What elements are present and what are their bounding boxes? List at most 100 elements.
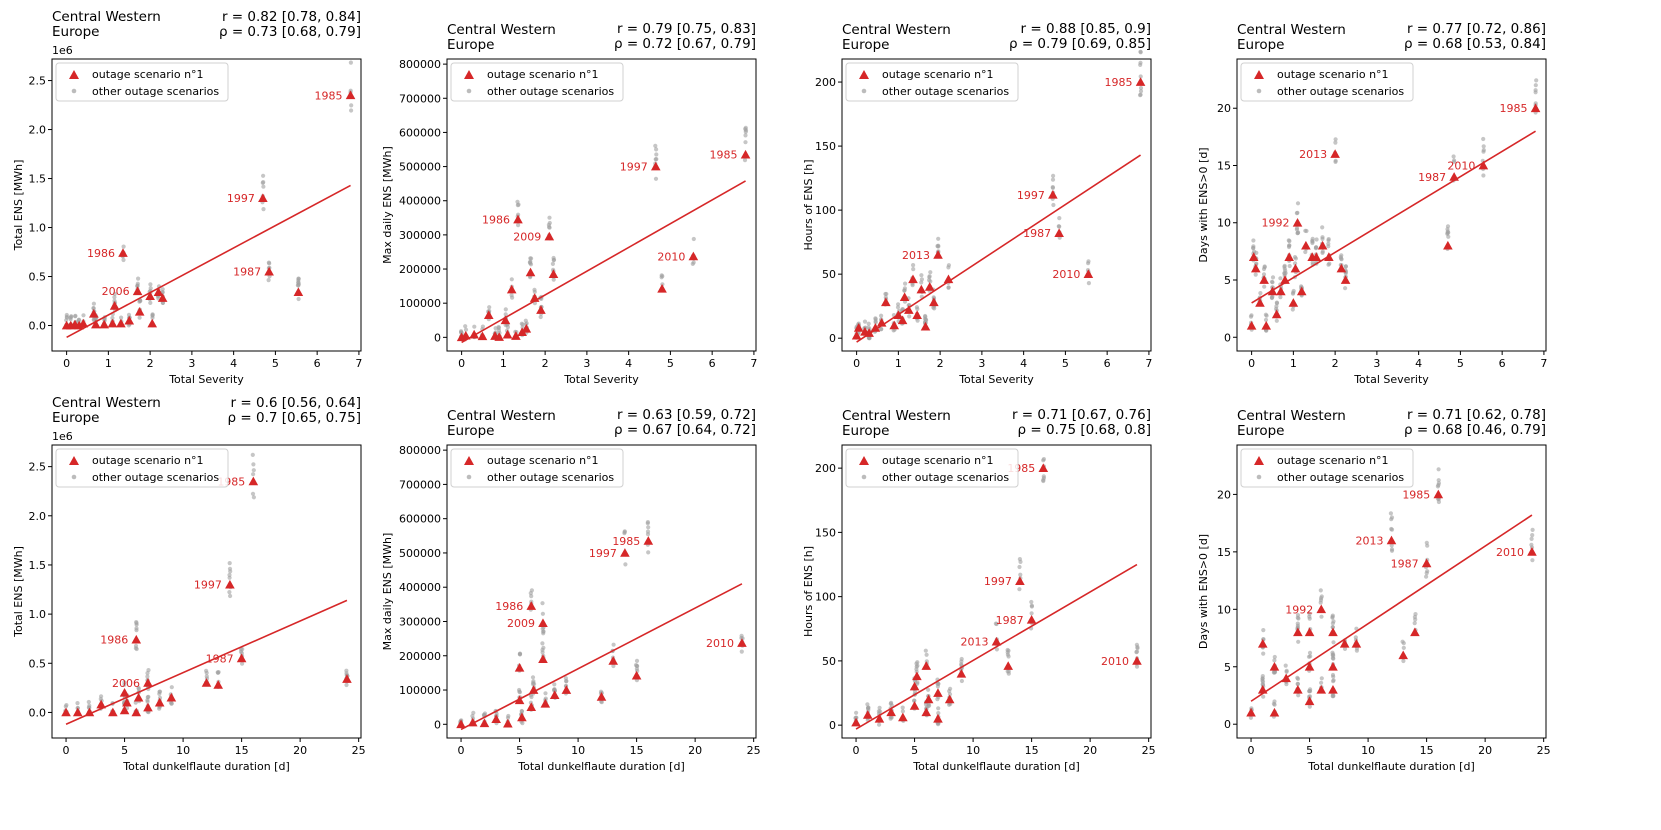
other-scenario-point <box>646 550 651 555</box>
x-tick-label: 5 <box>911 744 918 757</box>
other-scenario-point <box>126 312 132 317</box>
y-tick-label: 15 <box>1217 159 1231 172</box>
other-scenario-point <box>133 700 138 705</box>
year-label: 1987 <box>233 266 261 279</box>
other-scenario-point <box>599 700 604 705</box>
legend-label-others: other outage scenarios <box>92 85 219 98</box>
other-scenario-point <box>157 706 162 711</box>
other-scenario-point <box>349 108 354 113</box>
other-scenario-point <box>1343 264 1348 269</box>
y-offset-text: 1e6 <box>52 430 73 443</box>
regression-line <box>460 583 743 731</box>
other-scenario-point <box>1452 158 1457 163</box>
other-scenario-point <box>529 588 535 593</box>
scenario-point <box>853 323 864 332</box>
x-tick-label: 2 <box>1332 357 1339 370</box>
x-axis-label: Total dunkelflaute duration [d] <box>1307 760 1474 773</box>
y-tick-label: 600000 <box>399 513 441 526</box>
other-scenario-point <box>1005 652 1011 657</box>
other-scenario-point <box>919 273 924 278</box>
y-offset-text: 1e6 <box>52 44 73 57</box>
scenario-point <box>548 269 559 278</box>
regression-line <box>1250 514 1533 702</box>
other-scenario-point <box>519 709 525 714</box>
x-tick-label: 0 <box>853 744 860 757</box>
scenario-point <box>643 536 654 545</box>
x-tick-label: 4 <box>1415 357 1422 370</box>
x-axis-label: Total Severity <box>958 373 1034 386</box>
scenario-point <box>477 331 488 341</box>
scenario-point <box>1257 684 1268 694</box>
other-scenario-point <box>873 316 878 321</box>
y-axis-label: Hours of ENS [h] <box>802 159 815 250</box>
other-scenario-point <box>1051 202 1056 208</box>
other-scenario-point <box>1274 300 1279 305</box>
pearson-stat: r = 0.82 [0.78, 0.84] <box>222 9 361 25</box>
other-scenario-point <box>742 158 748 163</box>
scenario-point <box>118 248 128 257</box>
scenario-point <box>1257 638 1268 648</box>
scenario-point <box>122 697 132 707</box>
scenario-point <box>61 707 71 717</box>
other-scenario-point <box>1318 588 1323 593</box>
other-scenario-point <box>1303 249 1308 255</box>
other-scenario-point <box>1278 276 1283 281</box>
scenario-point <box>740 149 751 159</box>
other-scenario-point <box>660 274 665 279</box>
other-scenario-point <box>1018 559 1023 565</box>
other-scenario-point <box>634 666 640 672</box>
other-scenario-point <box>1481 144 1486 149</box>
scenario-point <box>1284 252 1294 261</box>
year-label: 1987 <box>996 614 1024 627</box>
other-scenario-point <box>1354 648 1359 653</box>
other-scenario-point <box>877 722 882 727</box>
scenario-point <box>1317 240 1328 250</box>
other-scenario-point <box>1261 651 1266 656</box>
scenario-point <box>132 286 143 296</box>
other-scenario-point <box>866 707 871 712</box>
other-scenario-point <box>1138 74 1143 79</box>
other-scenario-point <box>1258 291 1263 296</box>
other-scenario-point <box>68 315 73 320</box>
y-tick-label: 2.5 <box>29 75 47 88</box>
x-tick-label: 2 <box>147 357 154 370</box>
spearman-stat: ρ = 0.67 [0.64, 0.72] <box>614 422 756 438</box>
x-tick-label: 0 <box>1248 357 1255 370</box>
scenario-point <box>153 287 164 297</box>
other-scenario-point <box>903 281 908 286</box>
y-tick-label: 200 <box>815 462 836 475</box>
y-tick-label: 300000 <box>399 229 441 242</box>
other-scenario-point <box>1254 250 1259 255</box>
other-scenario-point <box>517 690 523 695</box>
other-scenario-point <box>936 706 941 711</box>
other-scenario-point <box>743 129 748 134</box>
legend-marker-scenario <box>859 456 869 465</box>
scenario-point <box>737 638 747 647</box>
other-scenario-point <box>520 322 525 327</box>
x-tick-label: 0 <box>63 357 70 370</box>
scenario-point <box>99 319 109 329</box>
other-scenario-point <box>136 686 141 692</box>
scenario-point <box>881 297 891 307</box>
x-tick-label: 15 <box>235 744 249 757</box>
other-scenario-point <box>227 590 232 595</box>
legend-label-scenario: outage scenario n°1 <box>1277 454 1389 467</box>
other-scenario-point <box>691 236 696 242</box>
other-scenario-point <box>1529 536 1534 542</box>
other-scenario-point <box>947 689 952 694</box>
scenario-point <box>1288 298 1299 307</box>
other-scenario-point <box>1330 652 1335 658</box>
other-scenario-point <box>923 314 928 319</box>
scenario-point <box>116 318 126 328</box>
other-scenario-point <box>1057 224 1062 229</box>
x-tick-label: 3 <box>978 357 985 370</box>
year-label: 2009 <box>507 617 535 630</box>
other-scenario-point <box>1283 663 1288 668</box>
other-scenario-point <box>135 283 140 288</box>
other-scenario-point <box>1318 600 1323 605</box>
other-scenario-point <box>1446 234 1451 239</box>
scenario-point <box>1301 240 1311 250</box>
legend-label-others: other outage scenarios <box>882 85 1009 98</box>
other-scenario-point <box>611 663 616 669</box>
other-scenario-point <box>1389 527 1395 532</box>
